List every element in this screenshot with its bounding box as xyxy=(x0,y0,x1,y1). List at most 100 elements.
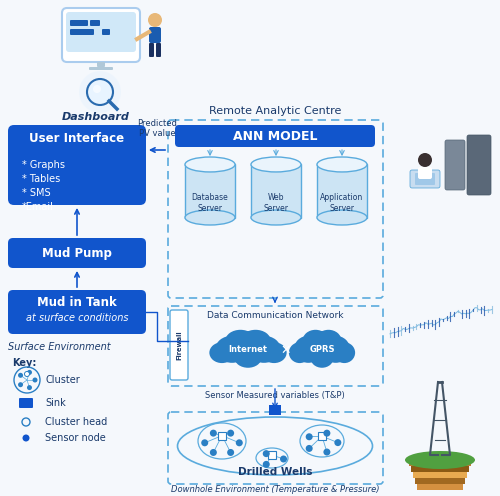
Bar xyxy=(318,432,326,440)
FancyBboxPatch shape xyxy=(70,29,94,35)
Text: Database
Server: Database Server xyxy=(192,193,228,213)
Text: Predicted
PV value: Predicted PV value xyxy=(137,119,177,138)
Bar xyxy=(317,165,367,218)
FancyBboxPatch shape xyxy=(8,238,146,268)
Ellipse shape xyxy=(316,330,342,352)
Ellipse shape xyxy=(317,210,367,225)
Text: Sensor node: Sensor node xyxy=(45,433,106,443)
Ellipse shape xyxy=(251,210,301,225)
Circle shape xyxy=(210,430,217,436)
Circle shape xyxy=(280,455,287,462)
Ellipse shape xyxy=(240,330,270,352)
Circle shape xyxy=(227,430,234,436)
Text: Firewall: Firewall xyxy=(176,330,182,360)
Ellipse shape xyxy=(304,331,341,365)
Text: * Graphs
* Tables
* SMS
*Email: * Graphs * Tables * SMS *Email xyxy=(22,160,65,212)
Circle shape xyxy=(306,434,312,440)
Bar xyxy=(415,478,465,484)
Ellipse shape xyxy=(251,157,301,172)
Circle shape xyxy=(24,372,29,376)
FancyBboxPatch shape xyxy=(90,20,100,26)
Ellipse shape xyxy=(215,336,249,363)
Text: at surface conditions: at surface conditions xyxy=(26,313,128,323)
Text: Data Communication Network: Data Communication Network xyxy=(208,310,344,319)
Circle shape xyxy=(236,439,243,446)
Text: Downhole Environment (Temperature & Pressure): Downhole Environment (Temperature & Pres… xyxy=(171,486,380,495)
Ellipse shape xyxy=(185,210,235,225)
Circle shape xyxy=(324,448,330,455)
Text: Mud Pump: Mud Pump xyxy=(42,247,112,259)
FancyBboxPatch shape xyxy=(410,170,440,188)
Text: Remote Analytic Centre: Remote Analytic Centre xyxy=(210,106,342,116)
FancyBboxPatch shape xyxy=(175,125,375,147)
Circle shape xyxy=(87,79,113,105)
Ellipse shape xyxy=(302,330,328,352)
Ellipse shape xyxy=(334,342,355,363)
FancyBboxPatch shape xyxy=(66,12,136,52)
Circle shape xyxy=(18,382,23,387)
Ellipse shape xyxy=(247,336,281,363)
Bar xyxy=(268,451,276,459)
Circle shape xyxy=(418,153,432,167)
Ellipse shape xyxy=(294,336,322,363)
FancyBboxPatch shape xyxy=(149,43,154,57)
FancyBboxPatch shape xyxy=(19,398,33,408)
Ellipse shape xyxy=(262,342,286,363)
FancyBboxPatch shape xyxy=(70,20,88,26)
FancyBboxPatch shape xyxy=(62,8,140,62)
Ellipse shape xyxy=(405,451,475,469)
Circle shape xyxy=(324,430,330,436)
Circle shape xyxy=(22,434,30,441)
Circle shape xyxy=(262,461,270,468)
Text: Application
Server: Application Server xyxy=(320,193,364,213)
Ellipse shape xyxy=(317,157,367,172)
Circle shape xyxy=(201,439,208,446)
Text: Sink: Sink xyxy=(45,398,66,408)
Bar xyxy=(251,165,301,218)
Text: Web
Server: Web Server xyxy=(264,193,288,213)
FancyBboxPatch shape xyxy=(418,167,432,179)
FancyBboxPatch shape xyxy=(89,67,113,70)
Ellipse shape xyxy=(310,348,334,368)
Circle shape xyxy=(27,385,32,390)
FancyBboxPatch shape xyxy=(467,135,491,195)
Circle shape xyxy=(79,71,121,113)
Text: Dashboard: Dashboard xyxy=(62,112,130,122)
Circle shape xyxy=(227,449,234,456)
Ellipse shape xyxy=(234,348,262,368)
Text: Sensor Measured variables (T&P): Sensor Measured variables (T&P) xyxy=(205,391,345,400)
Text: Cluster head: Cluster head xyxy=(45,417,107,427)
Bar xyxy=(411,466,469,472)
Circle shape xyxy=(18,373,23,378)
Circle shape xyxy=(262,450,270,457)
FancyBboxPatch shape xyxy=(8,290,146,334)
FancyBboxPatch shape xyxy=(445,140,465,190)
Circle shape xyxy=(32,377,38,382)
Circle shape xyxy=(210,449,217,456)
Bar xyxy=(409,460,471,466)
FancyBboxPatch shape xyxy=(170,310,188,380)
FancyBboxPatch shape xyxy=(102,29,110,35)
Circle shape xyxy=(334,439,342,446)
Text: GPRS: GPRS xyxy=(309,346,335,355)
Bar xyxy=(413,472,467,478)
FancyBboxPatch shape xyxy=(415,173,435,185)
Ellipse shape xyxy=(210,342,234,363)
Ellipse shape xyxy=(289,342,310,363)
Ellipse shape xyxy=(226,330,256,352)
Text: Cluster: Cluster xyxy=(45,375,80,385)
Bar xyxy=(417,484,463,490)
Bar xyxy=(185,165,235,218)
FancyBboxPatch shape xyxy=(97,62,105,67)
Circle shape xyxy=(27,370,32,375)
Text: Surface Environment: Surface Environment xyxy=(8,342,111,352)
Circle shape xyxy=(93,85,101,93)
Circle shape xyxy=(148,13,162,27)
Text: Key:: Key: xyxy=(12,358,36,368)
FancyBboxPatch shape xyxy=(149,27,161,43)
Ellipse shape xyxy=(322,336,350,363)
Text: Drilled Wells: Drilled Wells xyxy=(238,467,312,477)
Bar xyxy=(269,405,281,415)
Text: ANN MODEL: ANN MODEL xyxy=(233,129,318,142)
Circle shape xyxy=(306,445,312,452)
